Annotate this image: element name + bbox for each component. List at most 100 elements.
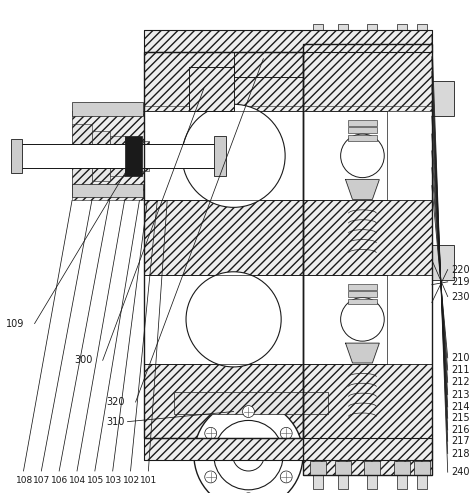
- Text: 109: 109: [6, 319, 24, 329]
- Bar: [145, 52, 387, 438]
- Text: 218: 218: [452, 448, 470, 458]
- Bar: [145, 200, 303, 275]
- Bar: [367, 24, 377, 44]
- Text: 103: 103: [105, 476, 122, 485]
- Text: 101: 101: [140, 476, 158, 485]
- Bar: [365, 30, 380, 44]
- Text: 220: 220: [452, 264, 470, 275]
- Bar: [145, 438, 432, 460]
- Bar: [335, 461, 351, 475]
- Bar: [367, 475, 377, 489]
- Circle shape: [341, 134, 384, 178]
- Circle shape: [194, 400, 303, 495]
- Text: 230: 230: [452, 292, 470, 301]
- Bar: [125, 136, 142, 176]
- Bar: [109, 136, 125, 176]
- Text: 215: 215: [452, 413, 470, 423]
- Bar: [303, 111, 432, 200]
- Bar: [310, 461, 326, 475]
- Polygon shape: [346, 343, 379, 363]
- Bar: [214, 136, 226, 176]
- Bar: [18, 144, 217, 168]
- Bar: [347, 291, 377, 297]
- Text: 210: 210: [452, 353, 470, 363]
- Text: 106: 106: [51, 476, 68, 485]
- Text: 240: 240: [452, 467, 470, 477]
- Bar: [145, 30, 432, 52]
- Bar: [234, 52, 303, 77]
- Bar: [92, 131, 109, 181]
- Bar: [337, 24, 347, 44]
- Bar: [145, 364, 303, 438]
- Bar: [303, 438, 432, 475]
- Circle shape: [243, 405, 255, 417]
- Bar: [432, 245, 454, 280]
- Circle shape: [341, 297, 384, 341]
- Bar: [313, 475, 323, 489]
- Bar: [145, 275, 387, 364]
- Circle shape: [205, 427, 217, 439]
- Bar: [417, 475, 427, 489]
- Bar: [125, 139, 139, 173]
- Bar: [313, 24, 323, 44]
- Text: 212: 212: [452, 377, 470, 388]
- Bar: [303, 44, 432, 475]
- Bar: [347, 298, 377, 304]
- Bar: [145, 111, 387, 200]
- Circle shape: [182, 104, 285, 207]
- Bar: [303, 44, 432, 106]
- Bar: [394, 461, 410, 475]
- Circle shape: [280, 471, 292, 483]
- Bar: [365, 461, 380, 475]
- Text: 219: 219: [452, 277, 470, 287]
- Bar: [145, 438, 432, 460]
- Bar: [394, 30, 410, 44]
- Text: 102: 102: [123, 476, 140, 485]
- Bar: [145, 111, 387, 200]
- Bar: [174, 392, 328, 413]
- Bar: [303, 364, 432, 438]
- Bar: [145, 30, 432, 52]
- Text: 310: 310: [106, 417, 125, 427]
- Bar: [347, 135, 377, 141]
- Circle shape: [186, 272, 281, 367]
- Circle shape: [205, 471, 217, 483]
- Bar: [347, 127, 377, 133]
- Bar: [139, 141, 149, 171]
- Bar: [72, 111, 145, 200]
- Text: 211: 211: [452, 365, 470, 375]
- Bar: [347, 120, 377, 126]
- Text: 108: 108: [16, 476, 33, 485]
- Bar: [145, 52, 303, 106]
- Bar: [337, 475, 347, 489]
- Bar: [310, 30, 326, 44]
- Bar: [72, 124, 92, 188]
- Polygon shape: [346, 180, 379, 199]
- Text: 216: 216: [452, 425, 470, 435]
- Bar: [10, 139, 22, 173]
- Bar: [397, 475, 407, 489]
- Circle shape: [233, 439, 264, 471]
- Bar: [347, 284, 377, 290]
- Text: 320: 320: [107, 397, 125, 407]
- Text: 213: 213: [452, 390, 470, 399]
- Circle shape: [280, 427, 292, 439]
- Bar: [397, 24, 407, 44]
- Bar: [432, 82, 454, 116]
- Bar: [145, 275, 387, 364]
- Text: 214: 214: [452, 402, 470, 412]
- Bar: [189, 67, 234, 111]
- Bar: [234, 52, 303, 77]
- Text: 104: 104: [69, 476, 86, 485]
- Text: 300: 300: [74, 355, 92, 365]
- Bar: [414, 30, 430, 44]
- Text: 217: 217: [452, 436, 470, 446]
- Bar: [417, 24, 427, 44]
- Bar: [303, 200, 432, 275]
- Bar: [72, 102, 144, 116]
- Text: 105: 105: [87, 476, 104, 485]
- Bar: [189, 67, 234, 111]
- Circle shape: [214, 420, 283, 490]
- Bar: [303, 275, 432, 364]
- Text: 107: 107: [33, 476, 51, 485]
